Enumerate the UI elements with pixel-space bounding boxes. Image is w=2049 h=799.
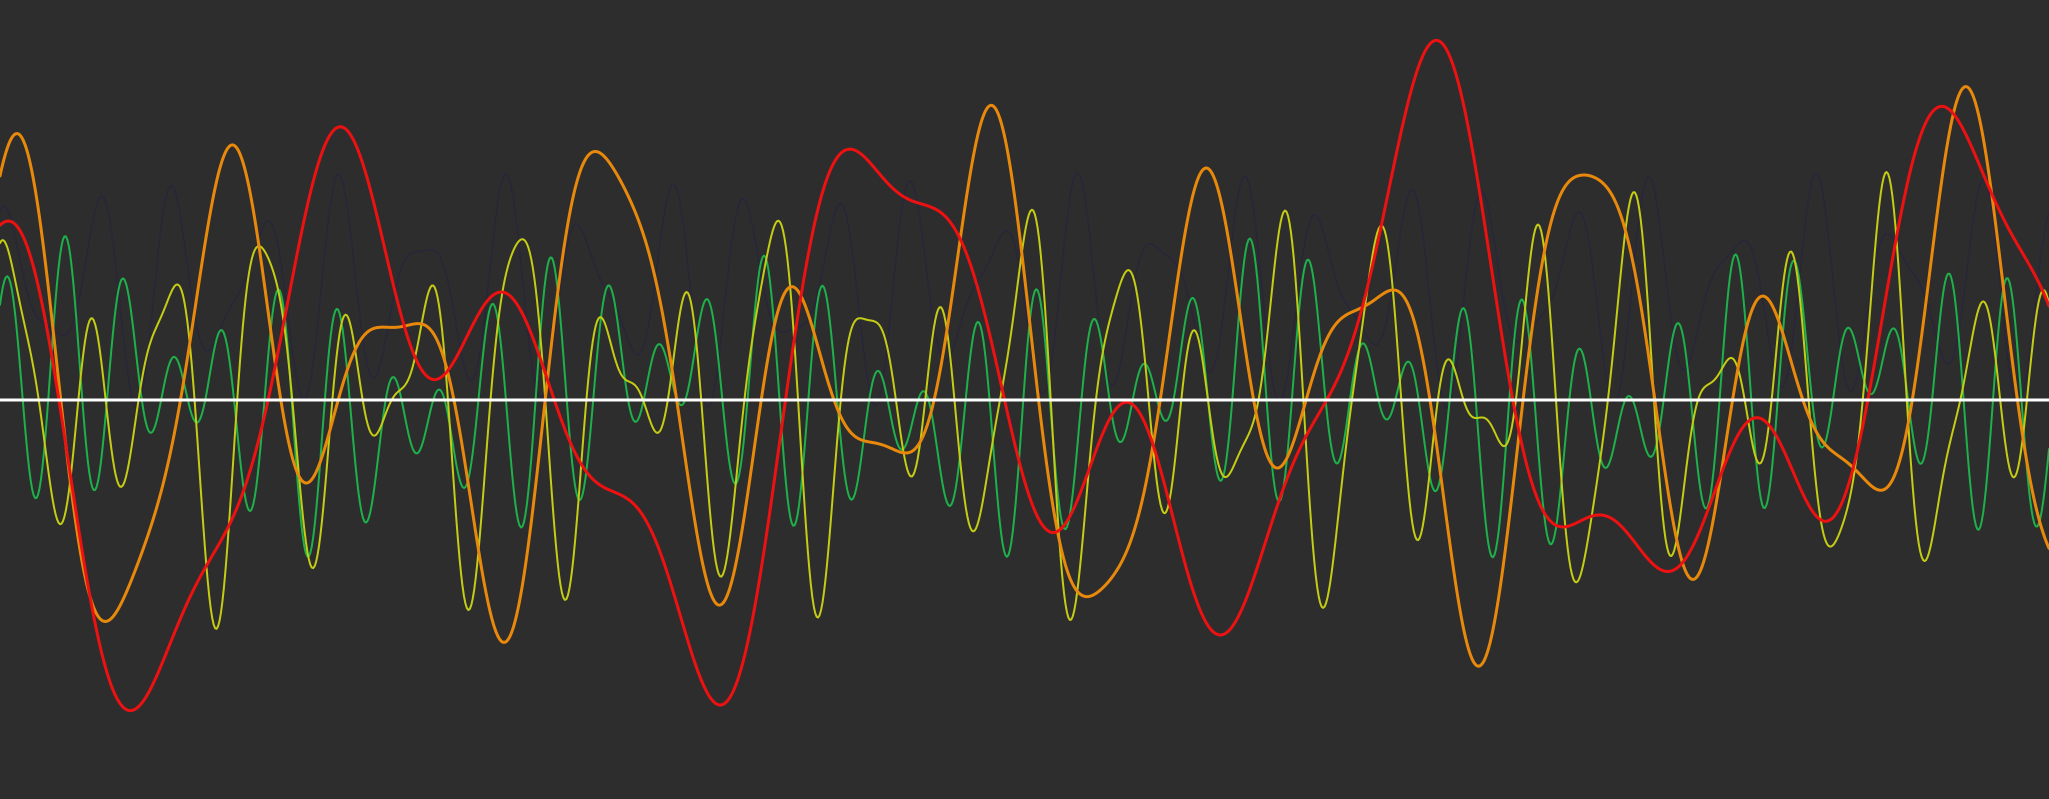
series-layer [0, 38, 2049, 713]
series-line-3 [0, 171, 2049, 630]
series-line-4 [0, 85, 2049, 668]
series-line-5 [0, 38, 2049, 713]
series-line-1 [0, 171, 2049, 409]
